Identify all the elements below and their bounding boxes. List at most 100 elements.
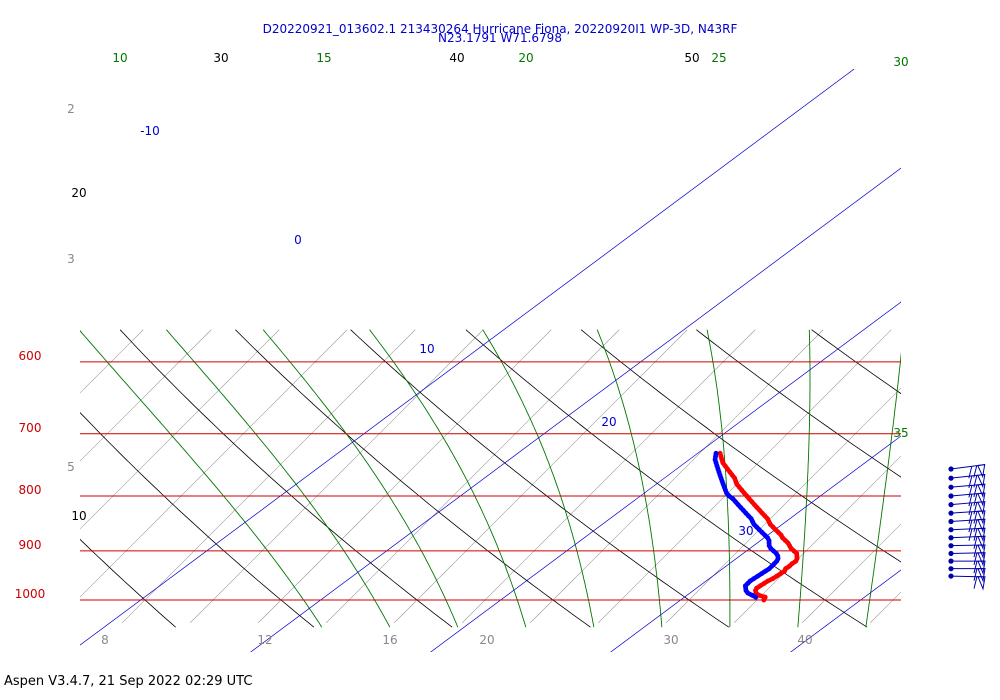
moist-adiabat-line — [865, 351, 901, 628]
mixing-ratio-label: 5 — [67, 460, 75, 474]
temperature-point — [757, 583, 763, 589]
chart-title-line2: N23.1791 W71.6798 — [438, 31, 562, 45]
dry-adiabat-line — [927, 330, 1000, 628]
dewpoint-point — [763, 568, 768, 574]
temperature-point — [754, 585, 759, 591]
moist-adiabat-line — [262, 329, 459, 628]
moist-adiabat-label: 35 — [893, 426, 908, 440]
isotherm-line — [80, 329, 144, 394]
pressure-label: 600 — [19, 349, 42, 363]
wind-barb — [948, 501, 986, 516]
thetae-label: -10 — [140, 124, 160, 138]
software-version-footer: Aspen V3.4.7, 21 Sep 2022 02:29 UTC — [4, 674, 253, 689]
dry-adiabat-line — [580, 329, 901, 563]
moist-adiabat-label: 20 — [518, 51, 533, 65]
dry-adiabat-line — [696, 329, 901, 478]
mixing-ratio-label: 3 — [67, 252, 75, 266]
isotherm-line — [598, 329, 892, 623]
dry-adiabat-line — [235, 329, 591, 628]
chart-title-line1: D20220921_013602.1 213430264 Hurricane F… — [263, 22, 738, 36]
temperature-point — [778, 571, 784, 577]
isotherm-line — [190, 329, 484, 623]
dry-adiabat-line — [80, 411, 315, 628]
dewpoint-point — [755, 573, 761, 579]
moist-adiabat-line — [934, 330, 992, 628]
thetae-line — [430, 301, 901, 652]
dewpoint-point — [713, 450, 719, 456]
isotherm-line — [394, 329, 688, 623]
isotherm-label: 20 — [71, 186, 86, 200]
isobar-lines — [80, 361, 901, 601]
isotherm-label: 10 — [71, 509, 86, 523]
isotherm-line — [80, 329, 212, 462]
thetae-line — [610, 435, 901, 652]
wind-barb — [948, 550, 986, 567]
temperature-point — [770, 576, 776, 581]
wind-barb — [948, 543, 986, 559]
thetae-label: 30 — [738, 524, 753, 538]
isotherm-line — [326, 329, 620, 623]
isotherm-label: 40 — [449, 51, 464, 65]
moist-adiabat-line — [596, 329, 663, 628]
temperature-point — [789, 561, 795, 567]
dry-adiabat-line — [465, 329, 868, 628]
wind-barb — [948, 566, 986, 583]
thetae-line — [250, 167, 901, 652]
dewpoint-point — [759, 571, 765, 577]
moist-adiabat-line — [369, 329, 527, 628]
dry-adiabat-line — [80, 538, 176, 628]
thermo-grid — [80, 69, 1000, 652]
dewpoint-point — [753, 594, 759, 600]
moist-adiabat-line — [797, 329, 811, 628]
moist-adiabat-line — [80, 330, 323, 628]
wind-barb — [948, 510, 986, 525]
wind-barb — [948, 527, 986, 542]
isotherm-label: 30 — [213, 51, 228, 65]
moist-adiabat-label: 15 — [316, 51, 331, 65]
temperature-point — [761, 580, 767, 586]
moist-adiabat-label: 25 — [711, 51, 726, 65]
pressure-label: 900 — [19, 538, 42, 552]
thetae-line — [80, 69, 855, 646]
wind-barb — [948, 518, 986, 534]
pressure-label: 1000 — [15, 587, 46, 601]
wind-barb — [948, 535, 986, 551]
isotherm-label: 50 — [684, 51, 699, 65]
mixing-ratio-label: 16 — [382, 633, 397, 647]
isotherm-line — [122, 329, 416, 623]
isotherm-line — [80, 329, 348, 598]
temperature-point — [774, 573, 780, 579]
wind-barb — [948, 558, 986, 575]
thetae-label: 20 — [601, 415, 616, 429]
mixing-ratio-label: 2 — [67, 102, 75, 116]
temperature-point — [717, 450, 723, 456]
mixing-ratio-label: 40 — [797, 633, 812, 647]
thetae-label: 10 — [419, 342, 434, 356]
isotherm-line — [870, 591, 901, 623]
mixing-ratio-label: 30 — [663, 633, 678, 647]
wind-barb — [948, 473, 986, 489]
isotherm-line — [462, 329, 756, 623]
temperature-point — [783, 566, 789, 572]
mixing-ratio-label: 8 — [101, 633, 109, 647]
wind-barb — [948, 483, 986, 498]
temperature-point — [765, 578, 771, 584]
dry-adiabat-line — [350, 329, 730, 628]
moist-adiabat-line — [482, 329, 595, 628]
dry-adiabat-line — [119, 329, 453, 628]
dewpoint-point — [730, 496, 736, 502]
moist-adiabat-line — [706, 329, 731, 628]
temperature-point — [762, 594, 768, 600]
wind-barb — [948, 573, 986, 591]
mixing-ratio-label: 12 — [257, 633, 272, 647]
mixing-ratio-label: 20 — [479, 633, 494, 647]
moist-adiabat-label: 10 — [112, 51, 127, 65]
thetae-label: 0 — [294, 233, 302, 247]
sounding-profiles — [712, 450, 800, 603]
isotherm-line — [80, 329, 280, 530]
moist-adiabat-line — [166, 329, 391, 628]
dewpoint-point — [749, 592, 755, 598]
pressure-label: 700 — [19, 421, 42, 435]
